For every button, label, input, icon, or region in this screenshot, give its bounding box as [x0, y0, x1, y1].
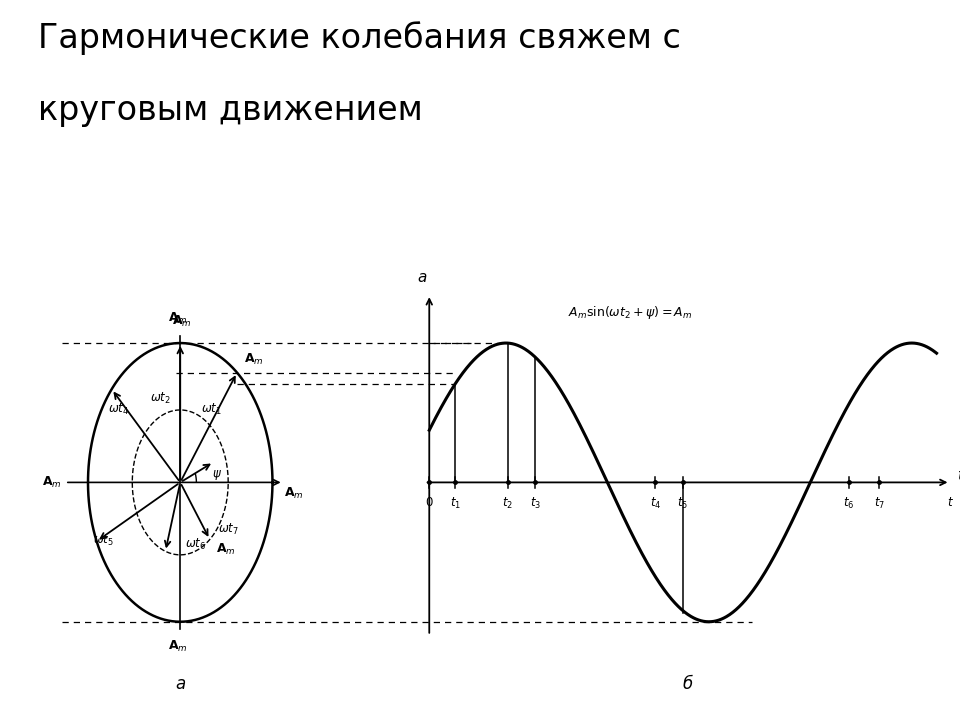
Text: $\mathbf{A}_m$: $\mathbf{A}_m$	[216, 542, 236, 557]
Text: $\omega t_1$: $\omega t_1$	[201, 402, 222, 418]
Text: $\psi$: $\psi$	[212, 469, 222, 482]
Text: $t$: $t$	[957, 467, 960, 483]
Text: $t_{3}$: $t_{3}$	[530, 496, 540, 511]
Text: $\omega t_5$: $\omega t_5$	[93, 534, 114, 549]
Text: Гармонические колебания свяжем с: Гармонические колебания свяжем с	[38, 22, 682, 55]
Text: $t_{1}$: $t_{1}$	[449, 496, 461, 511]
Text: $t_{5}$: $t_{5}$	[678, 496, 688, 511]
Text: $\mathbf{A}_m$: $\mathbf{A}_m$	[172, 314, 192, 329]
Text: б: б	[683, 675, 693, 693]
Text: $\mathbf{A}_m$: $\mathbf{A}_m$	[245, 352, 264, 367]
Text: $t_{2}$: $t_{2}$	[502, 496, 514, 511]
Text: $t_{7}$: $t_{7}$	[874, 496, 885, 511]
Text: $\mathbf{A}_m$: $\mathbf{A}_m$	[42, 475, 62, 490]
Text: $t$: $t$	[947, 496, 954, 509]
Text: $A_m\sin(\omega t_2+\psi)=A_m$: $A_m\sin(\omega t_2+\psi)=A_m$	[567, 304, 692, 321]
Text: $\mathbf{A}_m$: $\mathbf{A}_m$	[168, 311, 187, 326]
Text: $a$: $a$	[417, 269, 427, 284]
Text: $\omega t_4$: $\omega t_4$	[108, 402, 130, 418]
Text: $\mathbf{A}_m$: $\mathbf{A}_m$	[284, 486, 304, 501]
Text: $\omega t_2$: $\omega t_2$	[150, 391, 170, 406]
Text: $0$: $0$	[425, 496, 434, 509]
Text: a: a	[175, 675, 185, 693]
Text: $\omega t_7$: $\omega t_7$	[219, 522, 239, 537]
Text: круговым движением: круговым движением	[38, 94, 423, 127]
Text: $t_{4}$: $t_{4}$	[650, 496, 660, 511]
Text: $\omega t_6$: $\omega t_6$	[185, 536, 206, 552]
Text: $\mathbf{A}_m$: $\mathbf{A}_m$	[168, 639, 187, 654]
Text: $t_{6}$: $t_{6}$	[843, 496, 854, 511]
